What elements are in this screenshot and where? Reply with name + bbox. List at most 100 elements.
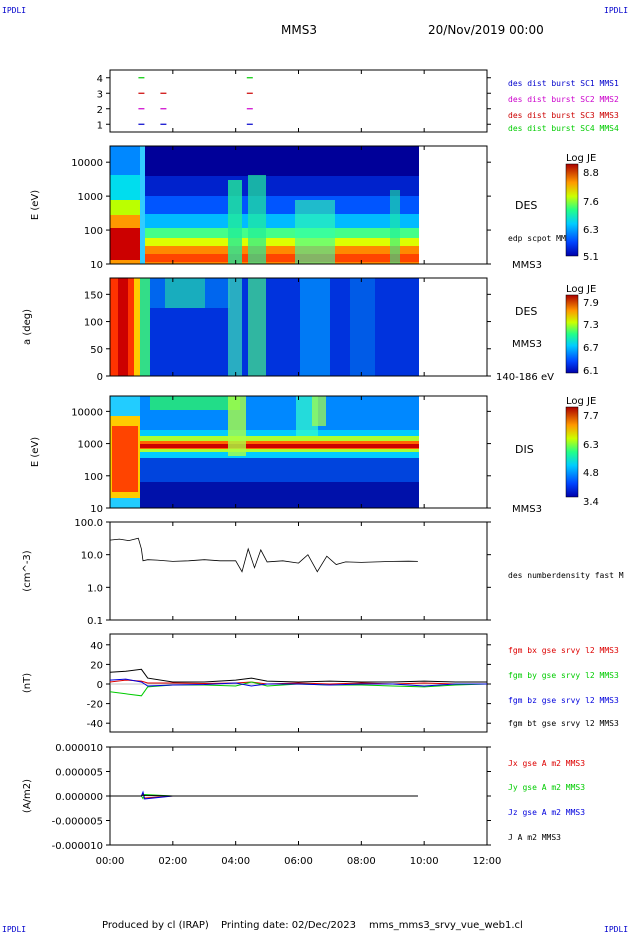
mission-title: MMS3 xyxy=(281,23,317,37)
y-tick-label: 100.0 xyxy=(74,518,103,529)
des-pitch-energy: 140-186 eV xyxy=(496,372,554,383)
des-energy-species: DES xyxy=(515,199,537,212)
dis-energy-ylabel: E (eV) xyxy=(30,437,41,467)
y-tick-label: 1.0 xyxy=(87,583,103,594)
des-pitch-cbar-tick: 6.1 xyxy=(583,366,599,377)
bfield-series-line xyxy=(109,681,488,697)
y-tick-label: 0.000010 xyxy=(55,743,103,754)
des-energy-spectrogram xyxy=(110,146,419,264)
des-pitch-cbar-label: Log JE xyxy=(566,284,596,295)
des-pitch-cbar-tick: 6.7 xyxy=(583,343,599,354)
x-tick-label: 12:00 xyxy=(473,856,502,867)
legend-by: fgm by gse srvy l2 MMS3 xyxy=(508,671,619,680)
x-tick-label: 02:00 xyxy=(158,856,187,867)
bfield-panel: -40 -20 0 20 40 (nT) fgm bx gse srvy l2 MMS3… xyxy=(22,633,619,733)
legend-jx: Jx gse A m2 MMS3 xyxy=(508,759,585,768)
date-title: 20/Nov/2019 00:00 xyxy=(428,23,544,37)
des-energy-cbar-tick: 8.8 xyxy=(583,168,599,179)
current-panel: -0.000010 -0.000005 0.000000 0.000005 0.0000… xyxy=(22,743,585,852)
burst-frame xyxy=(109,69,488,133)
y-tick-label: 0.000000 xyxy=(55,792,103,803)
dis-energy-cbar-tick: 6.3 xyxy=(583,440,599,451)
des-pitch-sc: MMS3 xyxy=(512,339,542,350)
x-tick-label: 08:00 xyxy=(347,856,376,867)
y-tick-label: -0.000010 xyxy=(52,841,103,852)
bfield-series-line xyxy=(109,679,487,685)
legend-mms2: des dist burst SC2 MMS2 xyxy=(508,95,619,104)
y-tick-label: 10.0 xyxy=(81,551,103,562)
burst-yticks: 1 2 3 4 xyxy=(97,74,491,131)
des-pitch-ylabel: a (deg) xyxy=(22,309,33,345)
y-tick-label: 100 xyxy=(84,472,103,483)
dis-energy-sc: MMS3 xyxy=(512,504,542,515)
bfield-lines xyxy=(109,668,488,697)
legend-jy: Jy gse A m2 MMS3 xyxy=(508,783,585,792)
des-energy-yticks: 10 100 1000 10000 xyxy=(71,158,491,271)
des-pitch-spectrogram xyxy=(110,278,419,376)
dis-energy-species: DIS xyxy=(515,443,534,456)
footer-printing: Printing date: 02/Dec/2023 xyxy=(221,920,356,931)
y-tick-label: 100 xyxy=(84,226,103,237)
dis-energy-cbar-tick: 3.4 xyxy=(583,497,599,508)
density-ylabel: (cm^-3) xyxy=(22,550,33,591)
x-tick-label: 00:00 xyxy=(96,856,125,867)
des-energy-ylabel: E (eV) xyxy=(30,190,41,220)
x-tick-label: 06:00 xyxy=(284,856,313,867)
des-energy-cbar-tick: 6.3 xyxy=(583,225,599,236)
dis-energy-spectrogram xyxy=(110,396,419,508)
des-pitch-cbar-tick: 7.9 xyxy=(583,298,599,309)
des-energy-sc: MMS3 xyxy=(512,260,542,271)
y-tick-label: 20 xyxy=(90,660,103,671)
legend-mms4: des dist burst SC4 MMS4 xyxy=(508,124,619,133)
header-right-tag: IPDLI xyxy=(604,6,628,15)
current-lines xyxy=(110,790,418,800)
y-tick-label: 1000 xyxy=(78,440,103,451)
x-tick-label: 04:00 xyxy=(221,856,250,867)
legend-bz: fgm bz gse srvy l2 MMS3 xyxy=(508,696,619,705)
y-tick-label: -20 xyxy=(87,700,103,711)
current-series-line xyxy=(110,794,418,797)
legend-bt: fgm bt gse srvy l2 MMS3 xyxy=(508,719,619,728)
y-tick-label: 40 xyxy=(90,641,103,652)
y-tick-label: 1 xyxy=(97,120,103,131)
y-tick-label: 1000 xyxy=(78,192,103,203)
dis-energy-cbar-tick: 4.8 xyxy=(583,468,599,479)
des-energy-panel: 10 100 1000 10000 E (eV) DES edp scpot MMS3… xyxy=(30,145,599,271)
dis-energy-panel: 10 100 1000 10000 E (eV) DIS MMS3 Log JE 7.… xyxy=(30,395,599,515)
y-tick-label: 50 xyxy=(90,345,103,356)
y-tick-label: 150 xyxy=(84,290,103,301)
y-tick-label: 3 xyxy=(97,89,103,100)
y-tick-label: -40 xyxy=(87,719,103,730)
des-pitch-colorbar xyxy=(565,294,579,374)
dis-energy-cbar-tick: 7.7 xyxy=(583,411,599,422)
y-tick-label: 10000 xyxy=(71,158,103,169)
y-tick-label: 100 xyxy=(84,318,103,329)
legend-mms3: des dist burst SC3 MMS3 xyxy=(508,111,619,120)
des-energy-cbar-label: Log JE xyxy=(566,153,596,164)
legend-bx: fgm bx gse srvy l2 MMS3 xyxy=(508,646,619,655)
y-tick-label: 10 xyxy=(90,260,103,271)
legend-mms1: des dist burst SC1 MMS1 xyxy=(508,79,619,88)
des-pitch-species: DES xyxy=(515,305,537,318)
des-pitch-cbar-tick: 7.3 xyxy=(583,320,599,331)
burst-panel: 1 2 3 4 des dist burst SC1 MMS1 des dist bu… xyxy=(97,69,619,133)
header-left-tag: IPDLI xyxy=(2,6,26,15)
y-tick-label: 0.000005 xyxy=(55,768,103,779)
footer-script: mms_mms3_srvy_vue_web1.cl xyxy=(369,920,523,931)
bfield-series-line xyxy=(109,668,487,683)
current-ylabel: (A/m2) xyxy=(22,779,33,813)
y-tick-label: -0.000005 xyxy=(52,817,103,828)
bfield-yticks: -40 -20 0 20 40 xyxy=(87,641,491,730)
footer-left-tag: IPDLI xyxy=(2,925,26,934)
y-tick-label: 0.1 xyxy=(87,616,103,627)
y-tick-label: 2 xyxy=(97,105,103,116)
x-tick-label: 10:00 xyxy=(410,856,439,867)
des-energy-annotation: edp scpot MMS3 xyxy=(508,234,576,243)
y-tick-label: 4 xyxy=(97,74,103,85)
bfield-series-line xyxy=(109,678,487,687)
dis-energy-yticks: 10 100 1000 10000 xyxy=(71,407,491,515)
footer-produced: Produced by cl (IRAP) xyxy=(102,920,209,931)
y-tick-label: 10 xyxy=(90,504,103,515)
des-energy-cbar-tick: 5.1 xyxy=(583,252,599,263)
bfield-ylabel: (nT) xyxy=(22,673,33,693)
